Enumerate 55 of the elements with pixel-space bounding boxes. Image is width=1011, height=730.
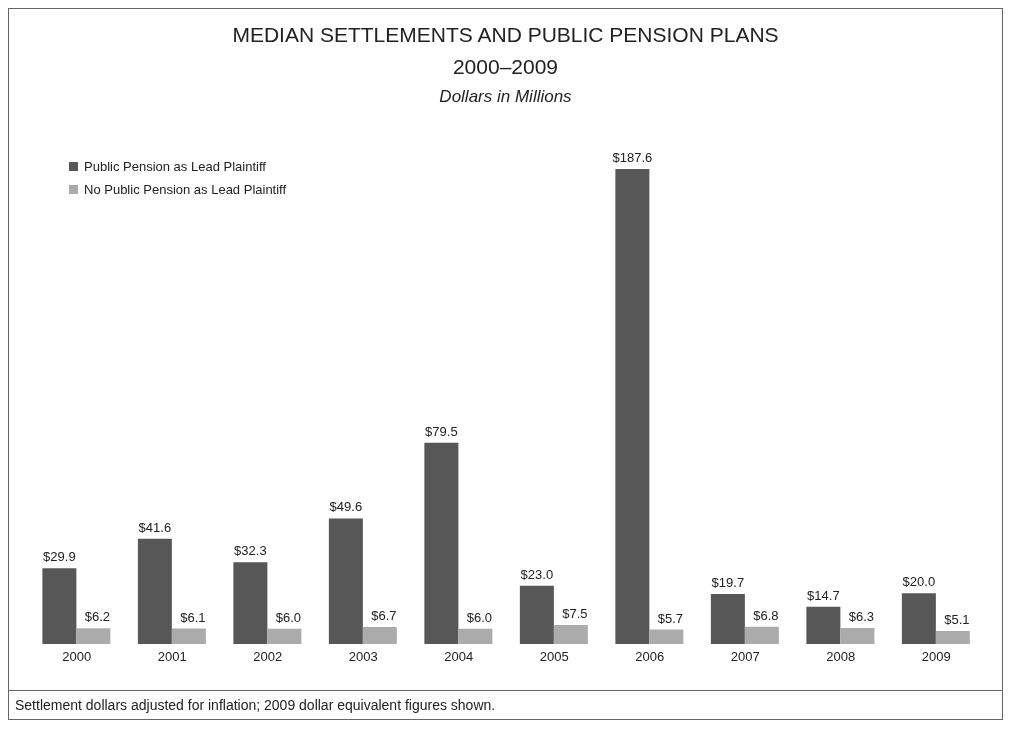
data-label: $5.1	[944, 612, 970, 628]
data-label: $19.7	[711, 575, 745, 591]
data-label: $7.5	[562, 606, 588, 622]
bar	[424, 442, 459, 644]
bar	[328, 518, 363, 644]
data-label: $6.7	[371, 608, 397, 624]
data-label: $6.0	[466, 609, 493, 625]
data-label: $49.6	[329, 499, 363, 515]
data-label: $41.6	[138, 519, 172, 535]
bar	[710, 594, 745, 644]
chart-title: MEDIAN SETTLEMENTS AND PUBLIC PENSION PLANS 2000–2009	[231, 22, 780, 80]
data-label: $187.6	[612, 150, 653, 165]
bar	[42, 568, 77, 644]
bar	[935, 631, 970, 644]
data-label: $6.3	[848, 609, 875, 625]
bar	[553, 625, 588, 644]
data-label: $6.1	[180, 609, 206, 625]
bar	[840, 628, 875, 644]
data-label: $79.5	[425, 423, 458, 439]
chart-subtitle: Dollars in Millions	[438, 87, 573, 107]
text: Settlement dollars adjusted for inflation; 2009 dollar equivalent figures shown.	[15, 697, 497, 713]
bar	[519, 585, 554, 644]
bar	[649, 629, 684, 644]
x-tick-label: 2009	[921, 649, 951, 665]
data-label: $6.8	[753, 607, 779, 623]
x-tick-label: 2008	[826, 649, 856, 665]
data-label: $32.3	[234, 543, 267, 559]
data-label: $29.9	[43, 549, 76, 565]
bar	[76, 628, 111, 644]
data-label: $20.0	[902, 574, 936, 590]
x-tick-label: 2007	[730, 649, 760, 665]
bar	[171, 628, 206, 644]
data-label: $6.2	[84, 609, 111, 625]
data-label: $14.7	[807, 587, 840, 603]
data-label: $5.7	[657, 610, 684, 626]
data-label: $6.0	[275, 609, 302, 625]
bar	[362, 627, 397, 644]
data-label: $23.0	[520, 566, 554, 582]
x-tick-label: 2005	[539, 649, 569, 665]
x-tick-label: 2006	[635, 649, 665, 665]
bar	[233, 562, 268, 644]
x-tick-label: 2000	[62, 649, 92, 665]
x-tick-label: 2003	[348, 649, 378, 665]
bar	[806, 606, 841, 644]
legend-label: Public Pension as Lead Plaintiff	[84, 159, 266, 174]
bar	[267, 628, 302, 644]
bar	[901, 593, 936, 644]
x-tick-label: 2001	[157, 649, 187, 665]
x-tick-label: 2002	[253, 649, 283, 665]
bar	[744, 626, 779, 644]
bar	[137, 538, 172, 644]
x-tick-label: 2004	[444, 649, 474, 665]
bar	[458, 628, 493, 644]
bar	[615, 169, 650, 644]
legend-label: No Public Pension as Lead Plaintiff	[84, 182, 287, 197]
